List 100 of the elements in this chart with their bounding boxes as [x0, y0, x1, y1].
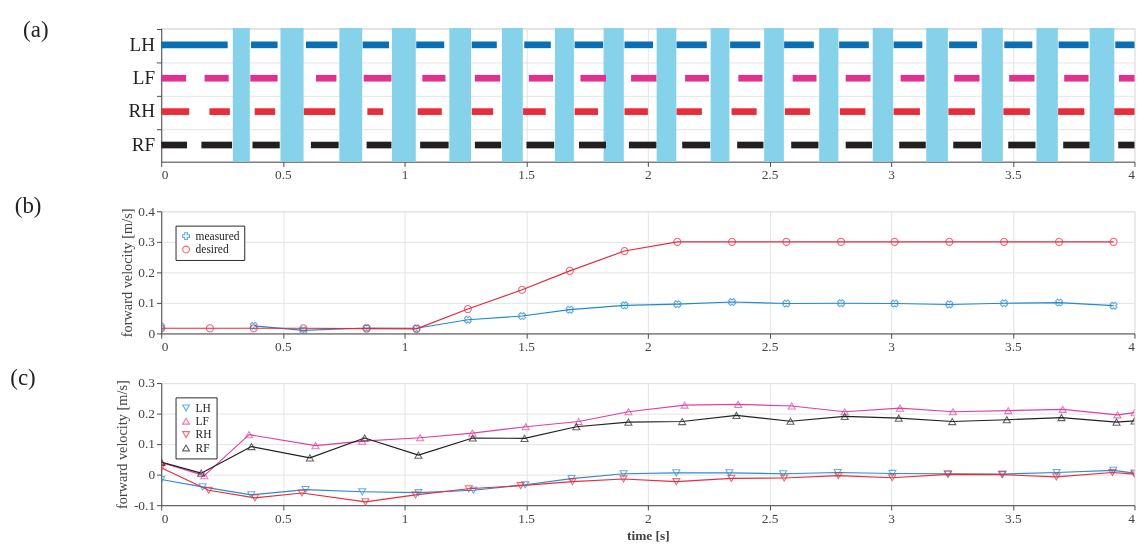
point: [565, 266, 574, 275]
y-tick-label: 0.3: [138, 234, 156, 250]
point: [837, 299, 846, 308]
point: [619, 470, 628, 478]
point: [463, 315, 472, 324]
point: [782, 237, 791, 246]
legend-label: LH: [195, 401, 211, 414]
x-tick-label: 3.5: [1004, 510, 1022, 526]
point: [572, 423, 581, 431]
x-tick-label: 4: [1128, 510, 1136, 526]
point: [834, 472, 843, 480]
point: [516, 482, 525, 490]
point: [200, 472, 209, 480]
x-tick-label: 0: [161, 339, 169, 355]
point: [672, 469, 681, 477]
point: [734, 400, 743, 409]
point: [732, 411, 741, 420]
y-tick-label: 0: [148, 466, 156, 482]
point: [945, 237, 954, 246]
point: [464, 485, 473, 493]
point: [565, 305, 574, 314]
point: [624, 408, 633, 416]
point: [518, 312, 527, 321]
x-tick-label: 2.5: [761, 167, 779, 183]
x-tick-label: 4: [1128, 339, 1136, 355]
y-tick-label: 0.1: [138, 436, 156, 452]
point: [779, 470, 788, 478]
legend-label: desired: [195, 243, 229, 256]
y-tick-label: 0.3: [138, 375, 156, 391]
point: [305, 454, 314, 462]
x-tick-label: 2: [645, 167, 652, 183]
point: [414, 451, 423, 459]
x-tick-label: 3.5: [1004, 339, 1022, 355]
x-tick-label: 0: [161, 510, 169, 526]
point: [297, 489, 306, 497]
chart-title: (c): [10, 364, 36, 390]
x-tick-label: 2: [645, 510, 652, 526]
point: [1109, 301, 1118, 310]
x-tick-label: 0: [161, 167, 169, 183]
point: [787, 402, 796, 410]
point: [1000, 299, 1009, 308]
y-tick-label: 0.1: [138, 295, 156, 311]
point: [574, 417, 583, 426]
x-tick-label: 2.5: [761, 510, 779, 526]
point: [520, 434, 529, 442]
x-tick-label: 1: [401, 510, 409, 526]
point: [673, 300, 682, 309]
x-tick-label: 1.5: [518, 167, 536, 183]
point: [245, 431, 254, 439]
point: [247, 491, 256, 499]
point: [1055, 298, 1064, 307]
y-tick-label: LH: [129, 33, 156, 55]
point: [1002, 416, 1011, 424]
point: [1109, 237, 1118, 246]
legend-label: RH: [195, 428, 212, 441]
point: [840, 408, 849, 416]
x-axis-title: time [s]: [627, 528, 670, 544]
point: [358, 488, 367, 496]
point: [469, 486, 478, 494]
point: [358, 437, 367, 445]
point: [301, 486, 310, 494]
chart-title: (a): [23, 16, 49, 42]
legend-label: measured: [195, 229, 240, 242]
x-tick-label: 0.5: [275, 510, 293, 526]
point: [890, 237, 899, 246]
point: [1000, 237, 1009, 246]
y-axis-title: forward velocity [m/s]: [118, 208, 135, 338]
point: [727, 474, 736, 482]
point: [728, 297, 737, 307]
x-tick-label: 3: [888, 510, 896, 526]
point: [888, 469, 897, 478]
point: [782, 299, 791, 308]
point: [624, 418, 633, 426]
point: [673, 237, 682, 246]
legend-label: RF: [195, 441, 210, 454]
point: [468, 434, 477, 442]
point: [620, 301, 629, 310]
point: [205, 324, 214, 333]
point: [895, 404, 905, 412]
point: [620, 246, 629, 256]
point: [416, 434, 425, 442]
point: [311, 442, 320, 450]
point: [894, 414, 903, 422]
x-tick-label: 3: [888, 339, 896, 355]
point: [678, 417, 687, 426]
point: [250, 494, 259, 502]
point: [1058, 405, 1067, 413]
point: [672, 478, 681, 486]
point: [1057, 413, 1066, 422]
y-axis-title: forward velocity [m/s]: [114, 380, 131, 509]
point: [521, 423, 530, 431]
x-tick-label: 1.5: [518, 510, 536, 526]
point: [1004, 406, 1013, 415]
point: [1055, 237, 1064, 246]
point: [468, 429, 477, 437]
point: [945, 300, 954, 309]
x-tick-label: 4: [1128, 167, 1136, 183]
x-tick-label: 1: [401, 339, 409, 355]
x-tick-label: 1.5: [518, 339, 536, 355]
point: [728, 237, 737, 246]
